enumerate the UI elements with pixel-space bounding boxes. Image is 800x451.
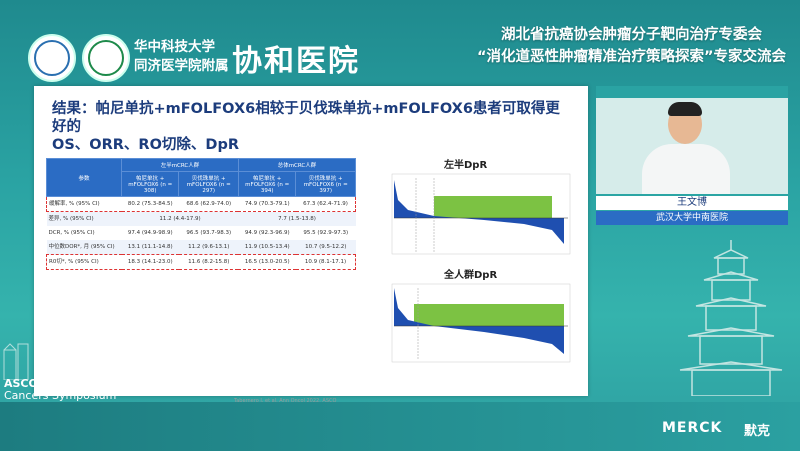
subheader: 帕尼单抗 + mFOLFOX6 (n = 394) [237, 171, 297, 197]
bevacizumab-area [434, 196, 552, 218]
table-cell: 10.7 (9.5-12.2) [295, 240, 356, 255]
panitumumab-area [394, 288, 564, 354]
group-right-header: 总体mCRC人群 [237, 158, 357, 172]
slide-title: 结果：帕尼单抗+mFOLFOX6相较于贝伐珠单抗+mFOLFOX6患者可取得更好… [52, 100, 572, 154]
asco-line-1: ASCO Gastrointestinal [4, 377, 142, 390]
table-cell: 13.1 (11.1-14.8) [121, 240, 179, 255]
results-table: 参数 左半mCRC人群 总体mCRC人群 帕尼单抗 + mFOLFOX6 (n … [46, 158, 357, 270]
waterfall-chart-all [374, 280, 574, 366]
table-row: DCR, % (95% CI) 97.4 (94.9-98.9) 96.5 (9… [47, 226, 356, 240]
presentation-slide: 结果：帕尼单抗+mFOLFOX6相较于贝伐珠单抗+mFOLFOX6患者可取得更好… [34, 86, 588, 404]
subheader: 帕尼单抗 + mFOLFOX6 (n = 308) [120, 171, 180, 197]
table-row: 中位数DOR*, 月 (95% CI) 13.1 (11.1-14.8) 11.… [46, 240, 356, 255]
table-cell: 95.5 (92.9-97.3) [303, 230, 349, 236]
event-title-line-1: 湖北省抗癌协会肿瘤分子靶向治疗专委会 [500, 27, 762, 43]
row-label: DCR, % (95% CI) [48, 230, 95, 236]
footer-bar [0, 402, 800, 451]
param-header: 参数 [46, 158, 122, 197]
subheader: 贝伐珠单抗 + mFOLFOX6 (n = 297) [178, 171, 239, 197]
asco-logo: ASCO Gastrointestinal Cancers Symposium [4, 378, 142, 402]
table-cell: 11.2 (4.4-17.9) [121, 211, 239, 226]
university-name: 华中科技大学 同济医学院附属 [134, 38, 229, 76]
chart-top-title: 左半DpR [444, 160, 488, 171]
table-row: 差异, % (95% CI) 11.2 (4.4-17.9) 7.7 (1.5-… [46, 211, 356, 226]
group-left-header: 左半mCRC人群 [121, 158, 239, 172]
table-cell: 74.9 (70.3-79.1) [238, 196, 296, 212]
table-cell: 96.5 (93.7-98.3) [186, 230, 232, 236]
speaker-video [596, 86, 788, 194]
speaker-hair [668, 102, 702, 116]
row-label: 中位数DOR*, 月 (95% CI) [46, 240, 122, 255]
table-cell: 11.2 (9.6-13.1) [178, 240, 239, 255]
source-citation: Tabernero J, et al. Ann Oncol 2022. ASCO [234, 398, 337, 404]
table-cell: 11.9 (10.5-13.4) [238, 240, 296, 255]
waterfall-chart-left [374, 170, 574, 262]
row-label: R0切*, % (95% CI) [46, 254, 122, 270]
table-cell: 16.5 (13.0-20.5) [238, 254, 296, 270]
slide-title-line-2: OS、ORR、RO切除、DpR [52, 137, 239, 153]
table-cell: 97.4 (94.9-98.9) [127, 230, 173, 236]
merck-logo: MERCK [662, 420, 723, 436]
subheader: 贝伐珠单抗 + mFOLFOX6 (n = 397) [295, 171, 356, 197]
table-cell: 80.2 (75.3-84.5) [121, 196, 179, 212]
hospital-name: 协和医院 [232, 44, 360, 79]
speaker-coat [642, 144, 730, 194]
table-row: 缓解率, % (95% CI) 80.2 (75.3-84.5) 68.6 (6… [46, 196, 356, 212]
slide-title-line-1: 结果：帕尼单抗+mFOLFOX6相较于贝伐珠单抗+mFOLFOX6患者可取得更好… [52, 101, 560, 135]
asco-line-2: Cancers Symposium [4, 389, 117, 402]
speaker-org: 武汉大学中南医院 [596, 211, 788, 225]
skyline-decoration [3, 343, 29, 380]
table-cell: 67.3 (62.4-71.9) [295, 196, 356, 212]
speaker-name: 王文博 [596, 196, 788, 210]
pagoda-decoration [679, 240, 783, 396]
university-line-2: 同济医学院附属 [134, 58, 229, 74]
event-title-line-2: “消化道恶性肿瘤精准治疗策略探索”专家交流会 [476, 49, 786, 65]
university-line-1: 华中科技大学 [134, 39, 215, 55]
merck-cn-logo: 默克 [744, 424, 771, 439]
hospital-logo-2 [82, 34, 130, 82]
table-cell: 68.6 (62.9-74.0) [178, 196, 239, 212]
table-cell: 10.9 (8.1-17.1) [295, 254, 356, 270]
table-cell: 11.6 (8.2-15.8) [178, 254, 239, 270]
table-row: R0切*, % (95% CI) 18.3 (14.1-23.0) 11.6 (… [46, 254, 356, 270]
bevacizumab-area [414, 304, 564, 326]
row-label: 差异, % (95% CI) [46, 211, 122, 226]
table-cell: 94.9 (92.3-96.9) [244, 230, 290, 236]
table-cell: 18.3 (14.1-23.0) [121, 254, 179, 270]
hospital-logo-1 [28, 34, 76, 82]
video-banner [596, 86, 788, 98]
row-label: 缓解率, % (95% CI) [46, 196, 122, 212]
chart-bottom-title: 全人群DpR [444, 270, 498, 281]
event-title: 湖北省抗癌协会肿瘤分子靶向治疗专委会 “消化道恶性肿瘤精准治疗策略探索”专家交流… [477, 24, 786, 68]
table-cell: 7.7 (1.5-13.8) [238, 211, 356, 226]
